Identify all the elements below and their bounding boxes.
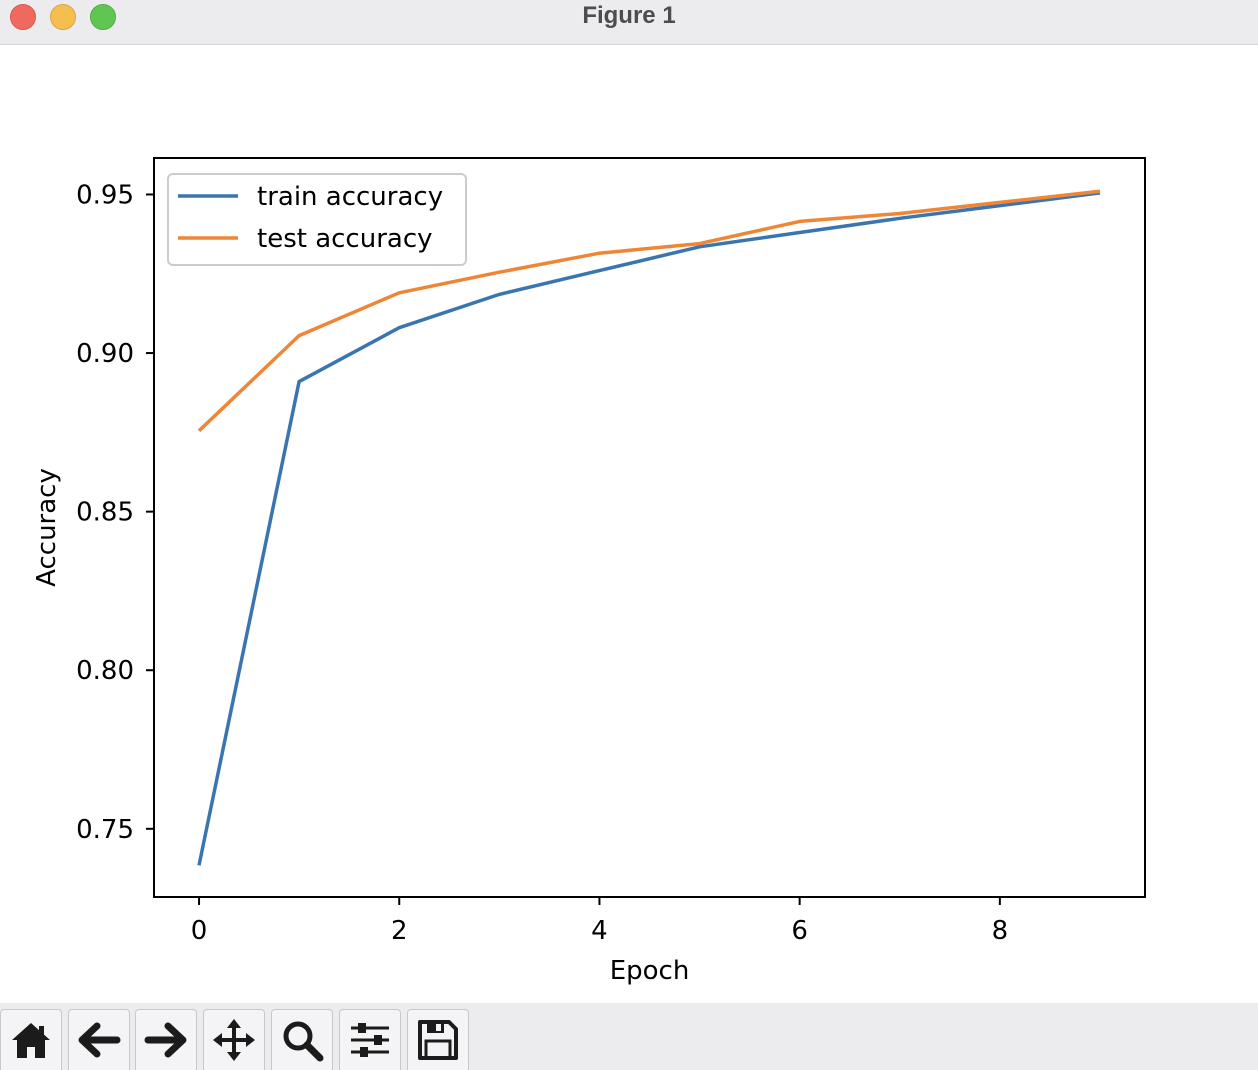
x-tick-label: 6 [791,916,808,946]
sliders-icon [351,1023,389,1057]
plot-frame [153,157,1146,898]
x-tick-label: 0 [191,916,208,946]
line-chart: 0 2 4 6 8 0.75 0.80 0.85 0.90 0.95 Epoch Accuracy tr… [32,157,1146,986]
x-axis-label: Epoch [610,956,690,986]
home-icon [12,1023,50,1058]
window-title: Figure 1 [582,2,676,29]
legend-label: train accuracy [257,182,443,212]
y-tick-label: 0.90 [76,339,134,369]
x-tick-label: 8 [992,916,1009,946]
window-titlebar: Figure 1 [0,0,1258,45]
arrow-right-icon [144,1022,187,1058]
minimize-window-button[interactable] [50,4,76,30]
x-tick-label: 2 [391,916,408,946]
figure-canvas: 0 2 4 6 8 0.75 0.80 0.85 0.90 0.95 Epoch Accuracy tr… [0,45,1258,1003]
pan-button[interactable] [203,1009,265,1070]
home-button[interactable] [0,1009,62,1070]
series-line-test [197,189,1101,433]
back-button[interactable] [68,1009,130,1070]
y-tick-label: 0.95 [76,180,134,210]
maximize-window-button[interactable] [90,4,116,30]
y-axis-label: Accuracy [32,468,62,587]
navigation-toolbar [0,1003,1258,1070]
y-tick-label: 0.80 [76,656,134,686]
legend-box [167,173,467,266]
series-line-train [197,191,1101,866]
floppy-disk-icon [418,1020,458,1060]
configure-subplots-button[interactable] [339,1009,401,1070]
close-window-button[interactable] [10,4,36,30]
legend-label: test accuracy [257,224,433,254]
zoom-button[interactable] [271,1009,333,1070]
y-tick-label: 0.75 [76,815,134,845]
y-tick-label: 0.85 [76,498,134,528]
arrow-left-icon [78,1022,121,1058]
save-button[interactable] [407,1009,469,1070]
x-tick-label: 4 [591,916,608,946]
move-icon [213,1019,255,1061]
forward-button[interactable] [135,1009,197,1070]
magnifier-icon [283,1021,324,1062]
